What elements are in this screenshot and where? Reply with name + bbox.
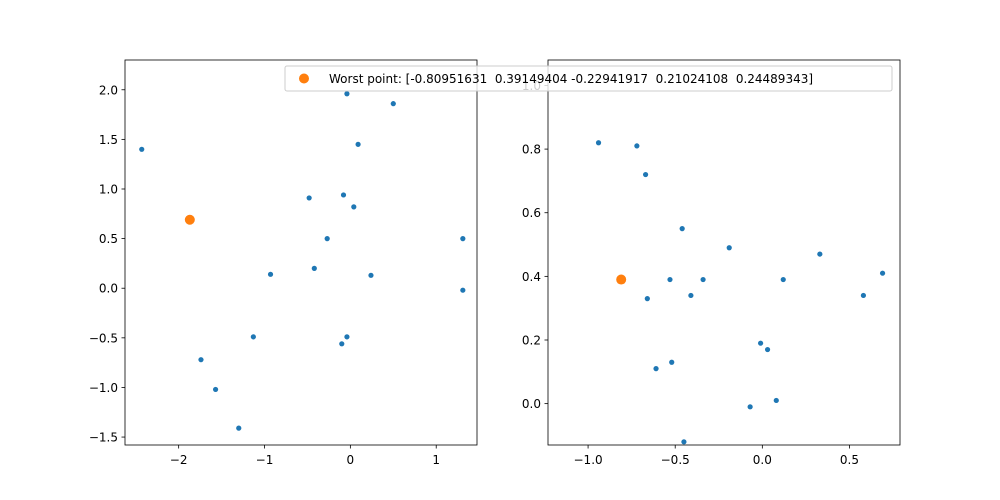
y-tick-label: 1.0: [99, 182, 118, 196]
data-point: [860, 292, 867, 299]
legend-marker-worst-point: [299, 73, 309, 84]
legend-box: [284, 65, 893, 92]
data-point: [669, 359, 675, 365]
data-point: [644, 296, 650, 302]
data-point: [460, 287, 466, 293]
y-tick-label: 0.0: [522, 397, 541, 411]
left-scatter-plot: −2 −1 0 1 −1.5 −1.0 −0.5 0.0 0.5 1.0 1.5 2.0: [89, 59, 478, 467]
axes-frame: [547, 59, 901, 446]
data-point: [311, 265, 317, 271]
data-point: [344, 334, 350, 340]
data-point: [817, 251, 823, 257]
legend-label-worst-point: Worst point: [-0.80951631 0.39149404 -0.…: [329, 72, 813, 86]
axes-frame: [124, 59, 478, 446]
right-scatter-plot: −1.0−0.50.00.50.00.20.40.60.81.0: [522, 59, 901, 467]
legend: Worst point: [-0.80951631 0.39149404 -0.…: [284, 65, 893, 92]
data-point: [306, 195, 312, 201]
y-tick-label: 0.5: [99, 232, 118, 246]
y-tick-label: 2.0: [99, 83, 118, 97]
data-point: [267, 271, 274, 277]
data-point: [653, 366, 659, 372]
y-tick-label: 0.8: [522, 143, 541, 157]
data-point: [642, 171, 649, 178]
y-tick-label: 0.2: [522, 334, 541, 348]
data-point: [368, 272, 374, 278]
data-point: [773, 397, 779, 404]
x-tick-label: 0: [347, 453, 355, 467]
x-tick-label: −2: [170, 453, 188, 467]
y-tick-label: 1.5: [99, 133, 118, 147]
data-point: [236, 425, 242, 431]
data-point: [764, 346, 771, 353]
x-tick-label: −0.5: [661, 453, 690, 467]
data-point: [324, 236, 330, 242]
data-point: [355, 141, 361, 147]
y-tick-label: 0.6: [522, 206, 541, 220]
data-point: [460, 236, 466, 242]
x-tick-label: 1: [432, 453, 440, 467]
data-point: [340, 192, 347, 198]
data-point: [595, 140, 602, 146]
data-point: [344, 91, 350, 97]
data-point: [747, 404, 753, 410]
y-tick-label: 0.4: [522, 270, 541, 284]
data-point: [198, 357, 204, 363]
x-tick-label: 0.0: [753, 453, 772, 467]
x-tick-label: −1.0: [574, 453, 603, 467]
worst-point-marker: [184, 214, 195, 225]
y-tick-label: 0.0: [99, 282, 118, 296]
data-point: [681, 439, 687, 445]
data-point: [390, 101, 396, 107]
y-tick-label: −1.0: [89, 381, 118, 395]
data-point: [879, 270, 886, 276]
data-point: [351, 204, 357, 210]
data-point: [688, 292, 694, 299]
y-tick-label: −0.5: [89, 331, 118, 345]
data-point: [780, 276, 786, 283]
y-tick-label: −1.5: [89, 431, 118, 445]
data-point: [726, 245, 732, 251]
data-point: [679, 226, 685, 232]
data-point: [339, 341, 345, 347]
data-point: [667, 276, 673, 283]
data-point: [757, 340, 764, 346]
worst-point-marker: [616, 274, 627, 285]
data-point: [139, 146, 145, 152]
x-tick-label: 0.5: [840, 453, 859, 467]
data-point: [700, 276, 706, 283]
data-point: [212, 386, 219, 393]
data-point: [250, 334, 256, 340]
x-tick-label: −1: [256, 453, 274, 467]
data-point: [634, 143, 640, 149]
